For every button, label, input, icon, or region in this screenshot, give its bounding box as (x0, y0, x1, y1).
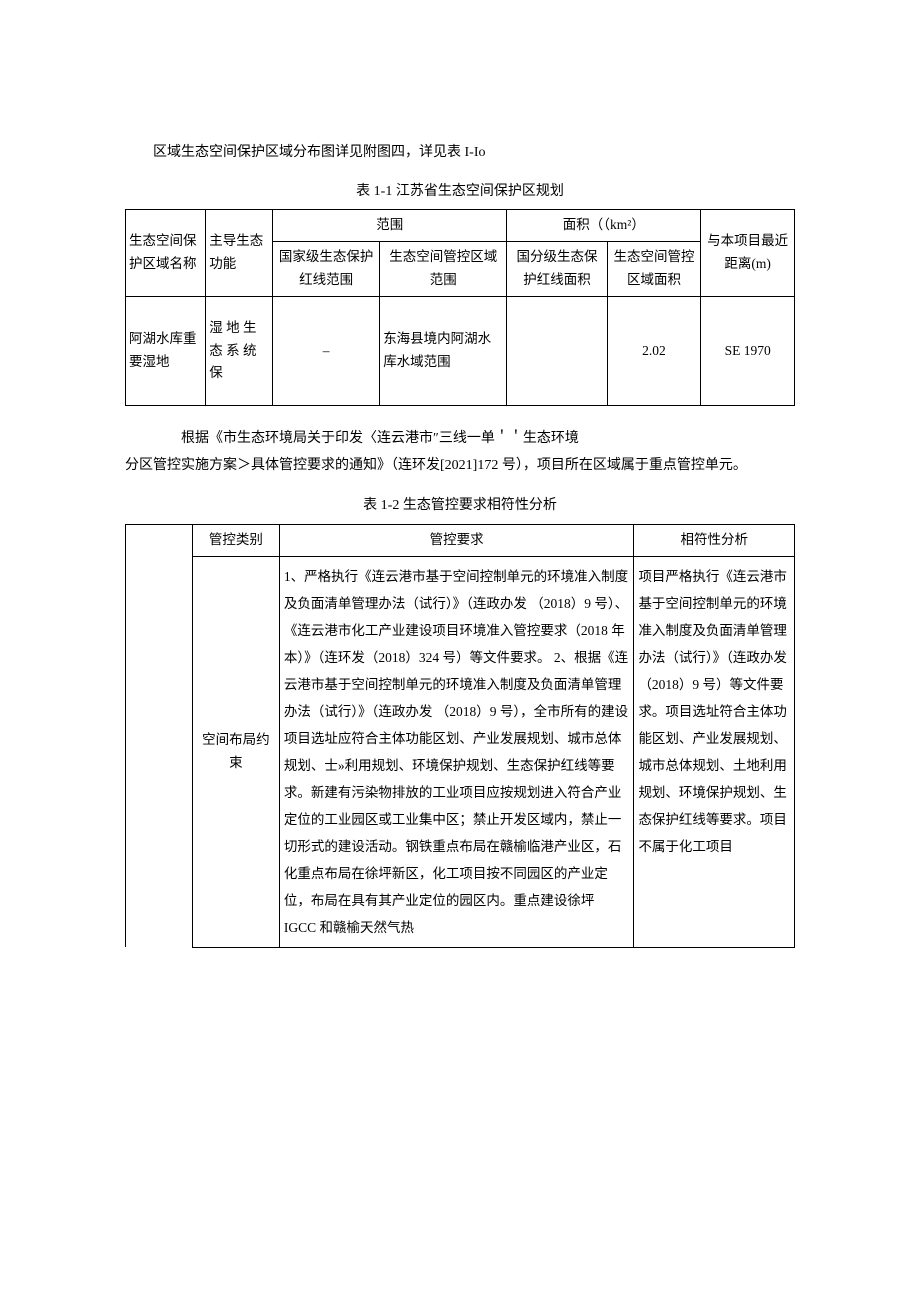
table1-eco-protection: 生态空间保护区域名称 主导生态功能 范围 面积（（km²） 与本项目最近距离(m… (125, 209, 795, 406)
middle-paragraph-2: 分区管控实施方案＞具体管控要求的通知》（连环发[2021]172 号），项目所在… (125, 453, 795, 480)
cell-name: 阿湖水库重要湿地 (126, 297, 206, 406)
table1-caption: 表 1-1 江苏省生态空间保护区规划 (125, 179, 795, 206)
cell-dist: SE 1970 (701, 297, 795, 406)
cell-func: 湿 地 生态 系 统保 (206, 297, 273, 406)
col-sub-area-a: 国分级生态保护红线面积 (507, 242, 607, 297)
table2-compliance-analysis: 管控类别 管控要求 相符性分析 空间布局约束 1、严格执行《连云港市基于空间控制… (125, 524, 795, 948)
cell-nat-range: – (273, 297, 380, 406)
intro-paragraph: 区域生态空间保护区域分布图详见附图四，详见表 I-Io (125, 140, 795, 167)
table-row: 空间布局约束 1、严格执行《连云港市基于空间控制单元的环境准入制度及负面清单管理… (126, 556, 795, 947)
cell-blank (126, 556, 193, 947)
col-header-distance: 与本项目最近距离(m) (701, 210, 795, 297)
col-header-range: 范围 (273, 210, 507, 242)
table2-caption: 表 1-2 生态管控要求相符性分析 (125, 493, 795, 520)
table-row: 生态空间保护区域名称 主导生态功能 范围 面积（（km²） 与本项目最近距离(m… (126, 210, 795, 242)
table-row: 阿湖水库重要湿地 湿 地 生态 系 统保 – 东海县境内阿湖水库水域范围 2.0… (126, 297, 795, 406)
cell-ctrl-area: 2.02 (607, 297, 701, 406)
cell-blank (126, 524, 193, 556)
table-row: 管控类别 管控要求 相符性分析 (126, 524, 795, 556)
cell-category: 空间布局约束 (192, 556, 279, 947)
cell-analysis: 项目严格执行《连云港市基于空间控制单元的环境准入制度及负面清单管理办法（试行）》… (634, 556, 795, 947)
col-header-category: 管控类别 (192, 524, 279, 556)
col-header-func: 主导生态功能 (206, 210, 273, 297)
cell-nat-area (507, 297, 607, 406)
col-header-name: 生态空间保护区域名称 (126, 210, 206, 297)
col-sub-range-b: 生态空间管控区域范围 (380, 242, 507, 297)
col-header-area: 面积（（km²） (507, 210, 701, 242)
col-sub-area-b: 生态空间管控区域面积 (607, 242, 701, 297)
col-header-requirement: 管控要求 (279, 524, 634, 556)
col-sub-range-a: 国家级生态保护红线范围 (273, 242, 380, 297)
cell-ctrl-range: 东海县境内阿湖水库水域范围 (380, 297, 507, 406)
col-header-analysis: 相符性分析 (634, 524, 795, 556)
middle-paragraph-1: 根据《市生态环境局关于印发〈连云港市″三线一单＇＇生态环境 (125, 426, 795, 453)
cell-requirement: 1、严格执行《连云港市基于空间控制单元的环境准入制度及负面清单管理办法（试行）》… (279, 556, 634, 947)
